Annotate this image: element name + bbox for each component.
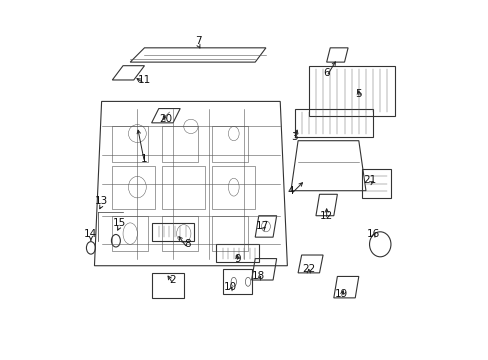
Bar (151, 273, 183, 298)
Bar (162, 166, 205, 208)
Text: 7: 7 (194, 36, 201, 46)
Text: 5: 5 (355, 89, 362, 99)
Text: 15: 15 (113, 218, 126, 228)
Text: 3: 3 (290, 132, 297, 142)
Text: 21: 21 (362, 175, 375, 185)
Text: 17: 17 (255, 221, 268, 231)
Bar (216, 244, 258, 262)
Text: 9: 9 (234, 253, 240, 264)
Bar (162, 126, 198, 162)
Bar (162, 216, 198, 251)
Text: 12: 12 (319, 211, 333, 221)
Bar (112, 216, 148, 251)
Bar (112, 166, 155, 208)
Text: 14: 14 (84, 229, 97, 239)
Bar (308, 66, 394, 116)
Text: 16: 16 (366, 229, 379, 239)
Bar (151, 223, 194, 241)
Bar (212, 216, 247, 251)
Text: 22: 22 (302, 264, 315, 274)
Text: 18: 18 (252, 271, 265, 282)
Bar (223, 269, 251, 294)
Bar (212, 166, 255, 208)
Text: 13: 13 (95, 197, 108, 206)
Bar (212, 126, 247, 162)
Text: 19: 19 (334, 289, 347, 299)
Text: 2: 2 (169, 275, 176, 285)
Bar (112, 126, 148, 162)
Text: 10: 10 (223, 282, 236, 292)
Text: 11: 11 (138, 75, 151, 85)
Bar (294, 109, 372, 137)
Text: 6: 6 (323, 68, 329, 78)
Text: 1: 1 (141, 154, 147, 163)
Text: 4: 4 (287, 186, 294, 196)
Text: 20: 20 (159, 114, 172, 124)
Text: 8: 8 (183, 239, 190, 249)
